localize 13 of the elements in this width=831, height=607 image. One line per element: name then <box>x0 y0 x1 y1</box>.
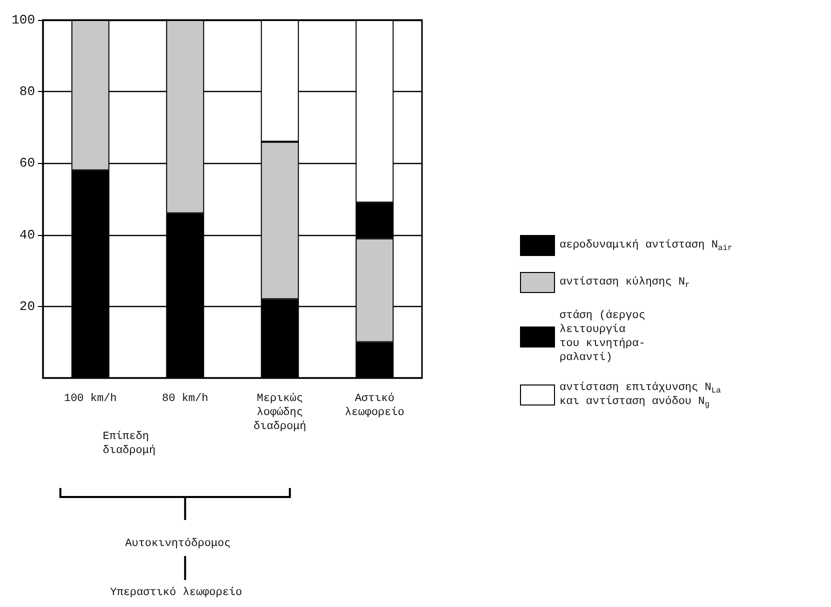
x-tick-label: 80 km/h <box>162 393 208 405</box>
x-tick-label: 100 km/h <box>64 393 117 405</box>
x-tick-label: Αστικό λεωφορείο <box>344 392 404 419</box>
x-tick-label: Μερικώς λοφώδης διαδρομή <box>253 392 306 433</box>
y-tick-label: 20 <box>19 298 35 314</box>
y-tick-label: 80 <box>19 84 35 100</box>
text: Αυτοκινητόδρομος <box>125 537 231 550</box>
legend-label: στάση (άεργος λειτουργία του κινητήρα- ραλαντί) <box>560 309 646 364</box>
text: Επίπεδη διαδρομή <box>102 430 156 457</box>
y-tick-label: 60 <box>19 156 35 171</box>
text: Υπεραστικό λεωφορείο <box>110 586 242 599</box>
y-tick-label: 100 <box>12 12 35 28</box>
y-tick-label: 40 <box>19 227 35 242</box>
